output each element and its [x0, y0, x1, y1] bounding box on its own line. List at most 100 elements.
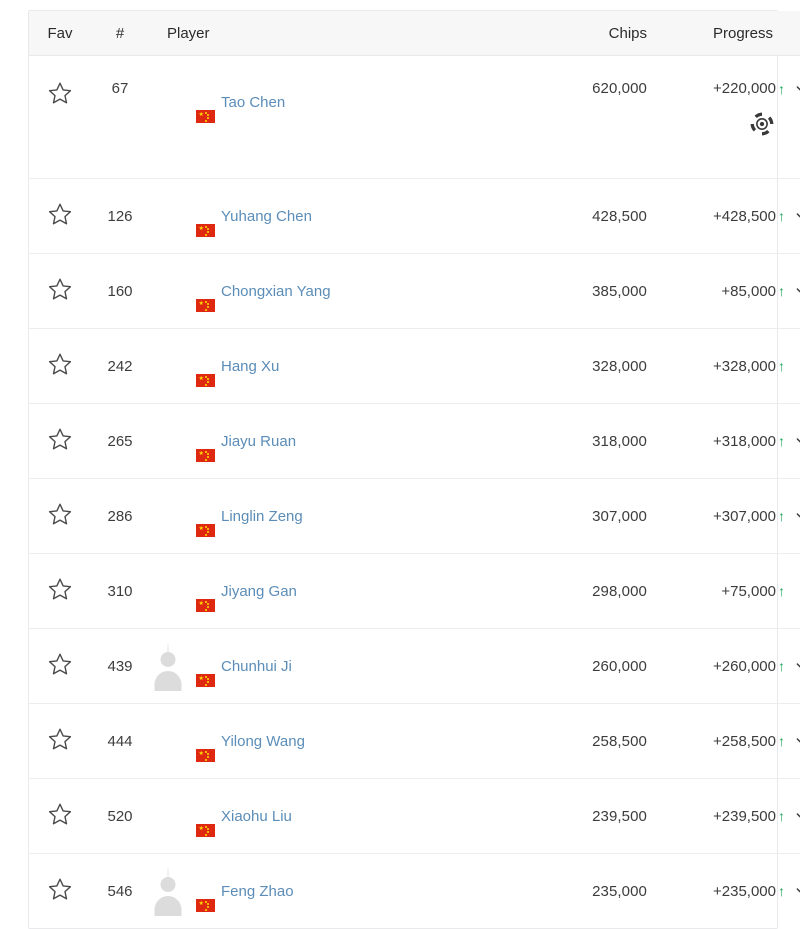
- player-row: ★ Tao Chen: [167, 80, 497, 124]
- player-name-link[interactable]: Linglin Zeng: [221, 507, 303, 525]
- progress-value: +428,500: [713, 207, 776, 225]
- table-row: 242 ★ Hang Xu 328,000 +328,000 ↑: [29, 329, 800, 404]
- table-row: 546 ★ Feng Zhao 235,000 +235,000 ↑: [29, 854, 800, 929]
- cell-favorite: [29, 179, 91, 254]
- cell-chips: 307,000: [497, 479, 669, 554]
- flag-star-4: [204, 533, 207, 536]
- table-body: 67 ★ Tao Chen 620,000 +220,000 ↑ 126 ★ Yuhang Ch…: [29, 56, 800, 929]
- flag-star-1: [204, 375, 207, 378]
- progress-line: +307,000 ↑: [669, 508, 800, 525]
- favorite-star-icon[interactable]: [47, 276, 73, 302]
- flag-star-4: [204, 683, 207, 686]
- cell-favorite: [29, 629, 91, 704]
- favorite-star-icon[interactable]: [47, 876, 73, 902]
- flag-star-3: [206, 456, 209, 458]
- favorite-star-icon[interactable]: [47, 501, 73, 527]
- rank-value: 444: [107, 732, 133, 750]
- cell-player: ★ Jiayu Ruan: [149, 404, 497, 479]
- arrow-up-icon: ↑: [778, 208, 785, 224]
- player-name-link[interactable]: Chunhui Ji: [221, 657, 292, 675]
- column-header-rank[interactable]: #: [91, 11, 149, 56]
- column-header-fav[interactable]: Fav: [29, 11, 91, 56]
- favorite-star-icon[interactable]: [47, 651, 73, 677]
- flag-star-2: [206, 828, 209, 830]
- flag-star-2: [206, 528, 209, 530]
- player-name-link[interactable]: Chongxian Yang: [221, 282, 331, 300]
- avatar-head-shape: [160, 877, 176, 892]
- flag-star-4: [204, 608, 207, 611]
- cell-favorite: [29, 479, 91, 554]
- cell-progress: +260,000 ↑: [669, 629, 800, 704]
- favorite-star-icon[interactable]: [47, 801, 73, 827]
- cell-rank: 242: [91, 329, 149, 404]
- flag-star-1: [204, 450, 207, 453]
- expand-row-chevron[interactable]: [787, 283, 800, 299]
- favorite-star-icon[interactable]: [47, 576, 73, 602]
- progress-value: +307,000: [713, 507, 776, 525]
- rank-value: 160: [107, 282, 133, 300]
- chip-count-value: 428,500: [592, 207, 647, 225]
- player-name-link[interactable]: Tao Chen: [221, 93, 286, 111]
- cell-chips: 428,500: [497, 179, 669, 254]
- cell-progress: +85,000 ↑: [669, 254, 800, 329]
- flag-star-large: ★: [198, 300, 204, 307]
- player-name-link[interactable]: Yilong Wang: [221, 732, 305, 750]
- expand-row-chevron[interactable]: [787, 883, 800, 899]
- player-name-link[interactable]: Jiayu Ruan: [221, 432, 297, 450]
- column-header-player[interactable]: Player: [149, 11, 497, 56]
- cell-progress: +75,000 ↑: [669, 554, 800, 629]
- expand-row-chevron[interactable]: [787, 81, 800, 97]
- progress-value: +220,000: [713, 80, 776, 97]
- flag-star-1: [204, 750, 207, 753]
- flag-star-2: [206, 903, 209, 905]
- favorite-star-icon[interactable]: [47, 426, 73, 452]
- player-row: ★ Jiyang Gan: [167, 569, 497, 613]
- expand-row-chevron[interactable]: [787, 808, 800, 824]
- cell-progress: +258,500 ↑: [669, 704, 800, 779]
- cell-player: ★ Xiaohu Liu: [149, 779, 497, 854]
- rank-value: 310: [107, 582, 133, 600]
- column-header-chips[interactable]: Chips: [497, 11, 669, 56]
- player-name-link[interactable]: Xiaohu Liu: [221, 807, 292, 825]
- progress-line: +85,000 ↑: [669, 283, 800, 300]
- arrow-up-icon: ↑: [778, 358, 785, 374]
- rank-value: 439: [107, 657, 133, 675]
- expand-row-chevron[interactable]: [787, 733, 800, 749]
- player-row: ★ Feng Zhao: [154, 868, 497, 916]
- column-header-progress[interactable]: Progress: [669, 11, 800, 56]
- favorite-star-icon[interactable]: [47, 726, 73, 752]
- favorite-star-icon[interactable]: [47, 351, 73, 377]
- table-header: Fav # Player Chips Progress: [29, 11, 800, 56]
- cell-rank: 439: [91, 629, 149, 704]
- chip-count-value: 620,000: [592, 80, 647, 97]
- player-name-link[interactable]: Hang Xu: [221, 357, 280, 375]
- player-name-link[interactable]: Feng Zhao: [221, 882, 294, 900]
- flag-star-large: ★: [198, 750, 204, 757]
- rank-value: 126: [107, 207, 133, 225]
- expand-row-chevron[interactable]: [787, 658, 800, 674]
- expand-row-chevron[interactable]: [787, 508, 800, 524]
- flag-star-4: [204, 833, 207, 836]
- flag-star-2: [206, 453, 209, 455]
- cell-player: ★ Linglin Zeng: [149, 479, 497, 554]
- favorite-star-icon[interactable]: [47, 80, 73, 106]
- table-row: 265 ★ Jiayu Ruan 318,000 +318,000 ↑: [29, 404, 800, 479]
- flag-star-4: [204, 458, 207, 461]
- cell-favorite: [29, 854, 91, 929]
- player-name-link[interactable]: Jiyang Gan: [221, 582, 297, 600]
- table-header-row: Fav # Player Chips Progress: [29, 11, 800, 56]
- avatar-placeholder-image: [154, 868, 182, 916]
- flag-star-large: ★: [198, 375, 204, 382]
- flag-star-2: [206, 303, 209, 305]
- cell-rank: 265: [91, 404, 149, 479]
- flag-star-large: ★: [198, 111, 204, 118]
- favorite-star-icon[interactable]: [47, 201, 73, 227]
- expand-row-chevron[interactable]: [787, 208, 800, 224]
- player-name-link[interactable]: Yuhang Chen: [221, 207, 312, 225]
- flag-star-1: [204, 900, 207, 903]
- expand-row-chevron[interactable]: [787, 433, 800, 449]
- table-row: 444 ★ Yilong Wang 258,500 +258,500 ↑: [29, 704, 800, 779]
- tournament-emblem-icon: [749, 111, 775, 141]
- cell-chips: 620,000: [497, 56, 669, 179]
- flag-star-2: [206, 228, 209, 230]
